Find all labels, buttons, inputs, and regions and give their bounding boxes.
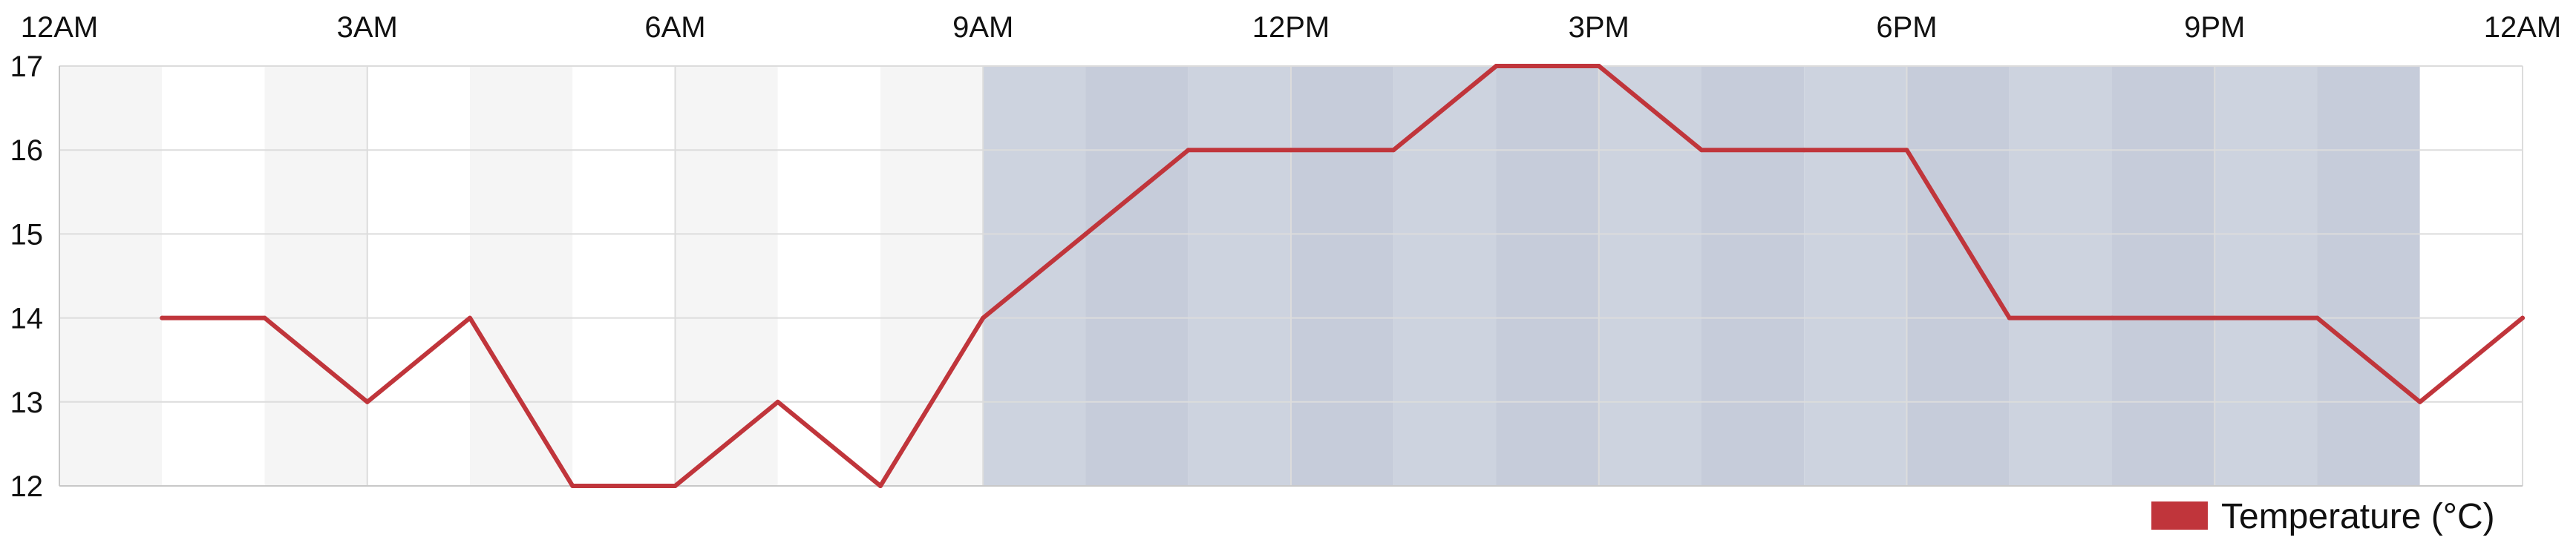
- y-tick-label: 14: [10, 303, 44, 335]
- temperature-data-point: [981, 315, 986, 320]
- night-band: [367, 66, 470, 486]
- temperature-data-point: [1699, 148, 1704, 153]
- temperature-data-point: [365, 399, 370, 404]
- day-band: [2009, 66, 2112, 486]
- day-band: [2317, 66, 2420, 486]
- background-bands: [59, 66, 2523, 486]
- x-tick-label: 12PM: [1252, 11, 1330, 44]
- x-tick-label: 6AM: [644, 11, 705, 44]
- temperature-data-point: [1391, 148, 1396, 153]
- y-tick-label: 13: [10, 387, 44, 419]
- temperature-data-point: [1186, 148, 1191, 153]
- day-band: [2214, 66, 2318, 486]
- axes: [59, 66, 2523, 487]
- day-band: [1291, 66, 1394, 486]
- temperature-data-point: [2315, 315, 2320, 320]
- x-tick-label: 3AM: [337, 11, 398, 44]
- day-band: [1701, 66, 1805, 486]
- y-tick-label: 12: [10, 470, 44, 503]
- night-band: [880, 66, 984, 486]
- legend: Temperature (°C): [2151, 497, 2495, 536]
- temperature-data-point: [2417, 399, 2422, 404]
- day-band: [1188, 66, 1291, 486]
- day-band: [2112, 66, 2215, 486]
- x-tick-label: 3PM: [1569, 11, 1629, 44]
- temperature-data-point: [160, 315, 165, 320]
- series-layer: [160, 64, 2525, 488]
- legend-swatch: [2151, 501, 2208, 530]
- night-band: [264, 66, 367, 486]
- y-tick-label: 17: [10, 50, 44, 83]
- night-band: [777, 66, 880, 486]
- x-tick-label: 12AM: [21, 11, 99, 44]
- temperature-data-point: [1802, 148, 1807, 153]
- day-band: [1496, 66, 1599, 486]
- temperature-data-point: [570, 484, 575, 488]
- night-band: [675, 66, 778, 486]
- temperature-data-point: [1083, 231, 1088, 237]
- y-tick-label: 16: [10, 134, 44, 167]
- legend-label: Temperature (°C): [2221, 497, 2495, 536]
- temperature-data-point: [2007, 315, 2012, 320]
- x-tick-label: 9AM: [952, 11, 1013, 44]
- temperature-data-point: [2110, 315, 2114, 320]
- night-band: [2419, 66, 2523, 486]
- temperature-data-point: [1289, 148, 1293, 153]
- night-band: [59, 66, 163, 486]
- temperature-data-point: [673, 484, 678, 488]
- temperature-data-point: [468, 315, 472, 320]
- day-band: [1085, 66, 1189, 486]
- night-band: [162, 66, 265, 486]
- temperature-data-point: [1904, 148, 1909, 153]
- temperature-data-point: [878, 484, 883, 488]
- y-tick-label: 15: [10, 218, 44, 251]
- night-band: [470, 66, 573, 486]
- day-band: [1598, 66, 1701, 486]
- night-band: [572, 66, 676, 486]
- tick-labels: 12AM 3AM 6AM 9AM 12PM 3PM 6PM 9PM 12AM 12 13 14 15 16…: [10, 11, 2562, 503]
- x-tick-label: 9PM: [2184, 11, 2245, 44]
- temperature-data-point: [262, 315, 267, 320]
- temperature-data-point: [1494, 64, 1499, 68]
- temperature-data-point: [2212, 315, 2217, 320]
- temperature-data-point: [1596, 64, 1601, 68]
- temperature-series-line: [160, 64, 2525, 488]
- day-band: [1804, 66, 1907, 486]
- day-band: [1393, 66, 1497, 486]
- temperature-data-point: [775, 399, 780, 404]
- day-band: [1906, 66, 2010, 486]
- temperature-data-point: [2520, 315, 2525, 320]
- x-tick-label: 6PM: [1876, 11, 1937, 44]
- x-tick-label: 12AM: [2484, 11, 2562, 44]
